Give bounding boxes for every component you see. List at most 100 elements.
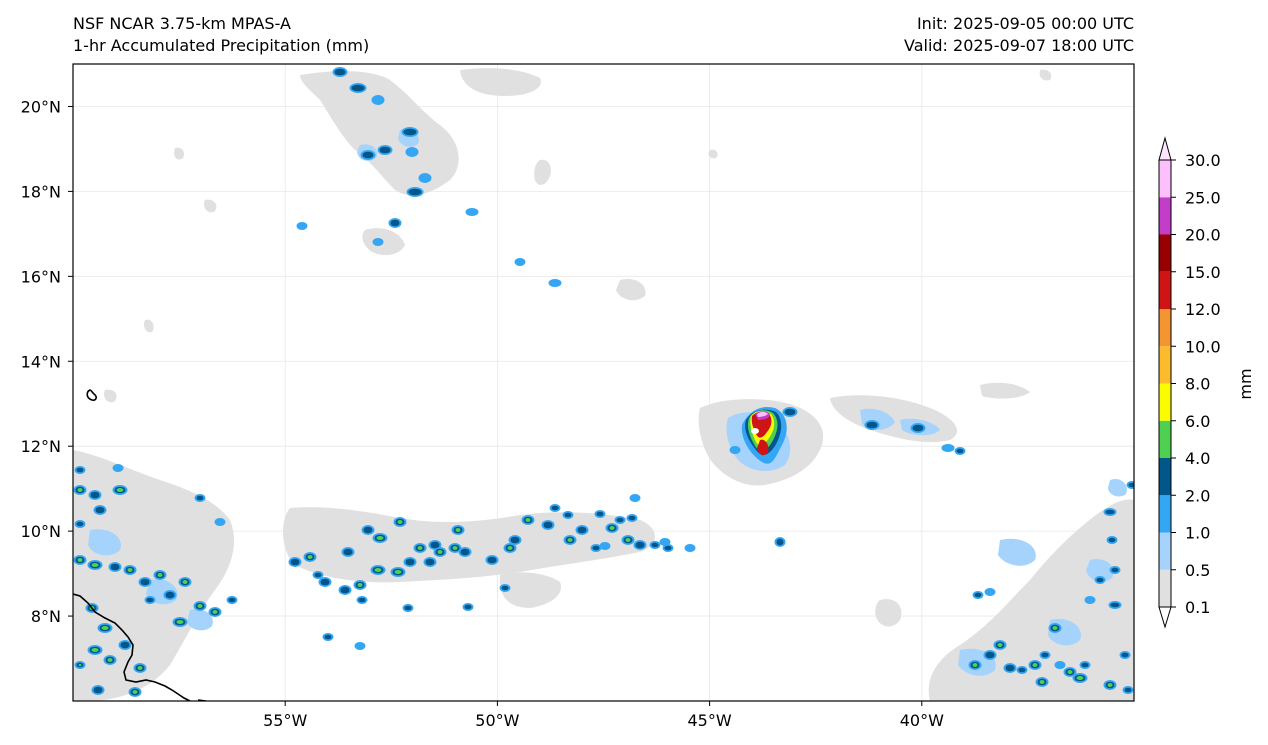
precip-cell-core [320,578,330,586]
precip-cell-core [577,526,587,534]
lat-tick-label: 10°N [21,522,61,541]
precip-cell-core [635,541,645,549]
colorbar-tick-label: 12.0 [1185,300,1221,319]
precip-cell-heavy [197,604,203,608]
precip-cell-core [1128,482,1134,488]
precip-cell-heavy [307,555,313,559]
precip-cell-core [784,408,796,416]
precip-cell-core [487,556,497,564]
lat-tick-label: 12°N [21,437,61,456]
precip-cell-core [76,467,84,473]
gridlines [73,64,1134,701]
precip-cell-core [596,511,604,517]
precip-cell-heavy [507,546,513,550]
precip-cell-core [425,558,435,566]
precip-cell-core [1005,664,1015,672]
precip-cell-core [985,651,995,659]
precip-cell-heavy [91,563,99,567]
precip-cell-outer [112,464,124,472]
precip-cell-heavy [376,536,384,540]
precip-cell-core [1096,577,1104,583]
precip-cell-core [146,597,154,603]
precip-cell-outer [371,95,385,105]
precip-cell-core [564,512,572,518]
precip-cell-core [464,604,472,610]
precip-cell-heavy [972,663,978,667]
valid-time: Valid: 2025-09-07 18:00 UTC [903,36,1134,55]
precip-cell-core [1121,652,1129,658]
precip-cell-outer [659,538,671,546]
colorbar-segment [1159,383,1171,421]
colorbar-segment [1159,197,1171,235]
precipitation-darkblue-cells [75,68,1134,696]
precip-cell-core [616,517,624,523]
lat-tick-label: 14°N [21,352,61,371]
colorbar-segment [1159,495,1171,533]
precip-cell-core [1041,652,1049,658]
precip-cell-core [196,495,204,501]
precip-cell-heavy [91,648,99,652]
colorbar-segment [1159,346,1171,384]
lat-tick-label: 20°N [21,97,61,116]
colorbar-segment [1159,458,1171,496]
colorbar-extend-min [1158,606,1172,629]
precip-cell-core [1081,662,1089,668]
map-background [73,64,1134,701]
precip-cell-heavy [212,610,218,614]
precip-cell-outer [684,544,696,552]
precip-cell-core [543,521,553,529]
precip-cell-core [404,605,412,611]
precip-cell-outer [729,446,741,454]
precip-cell-core [1110,602,1120,608]
colorbar-tick-label: 2.0 [1185,486,1210,505]
precip-cell-heavy [357,583,363,587]
precip-cell-core [592,545,600,551]
colorbar-tick-label: 0.5 [1185,561,1210,580]
precip-cell-outer [296,222,308,230]
model-title: NSF NCAR 3.75-km MPAS-A [73,14,291,33]
precip-cell-core [324,634,332,640]
lat-tick-label: 16°N [21,267,61,286]
precip-cell-heavy [1039,680,1045,684]
precip-cell-core [956,448,964,454]
precip-cell-heavy [394,570,402,574]
colorbar-tick-label: 4.0 [1185,449,1210,468]
precip-cell-heavy [78,664,82,666]
colorbar-segment [1159,234,1171,272]
precip-cell-outer [418,173,432,183]
precip-cell-heavy [455,528,461,532]
precip-cell-core [501,585,509,591]
precip-cell-outer [984,588,996,596]
lon-tick-label: 40°W [900,711,944,730]
precip-cell-core [430,541,440,549]
precip-cell-core [866,421,878,429]
colorbar-tick-label: 10.0 [1185,337,1221,356]
precip-cell-core [340,586,350,594]
precip-cell-core [460,548,470,556]
lat-tick-label: 18°N [21,182,61,201]
colorbar-tick-label: 30.0 [1185,151,1221,170]
precip-cell-core [290,558,300,566]
precip-cell-outer [548,279,562,287]
colorbar-segment [1159,160,1171,198]
lon-tick-label: 50°W [475,711,519,730]
precip-cell-outer [514,258,526,266]
precip-cell-core [140,578,150,586]
precip-cell-core [379,146,391,154]
precip-cell-heavy [1052,626,1058,630]
colorbar-segment [1159,569,1171,607]
precip-cell-core [1124,687,1132,693]
precip-cell-heavy [137,666,143,670]
colorbar-tick-label: 1.0 [1185,524,1210,543]
colorbar-segment [1159,271,1171,309]
latitude-ticks: 8°N 10°N 12°N 14°N 16°N 18°N 20°N [21,97,73,626]
precip-cell-core [358,597,366,603]
precip-cell-heavy [567,538,573,542]
precip-cell-heavy [1032,663,1038,667]
precip-cell-outer [599,542,611,550]
colorbar-unit-label: mm [1236,368,1255,399]
precip-cell-outer [372,238,384,246]
precip-cell-core [314,572,322,578]
precip-cell-core [228,597,236,603]
